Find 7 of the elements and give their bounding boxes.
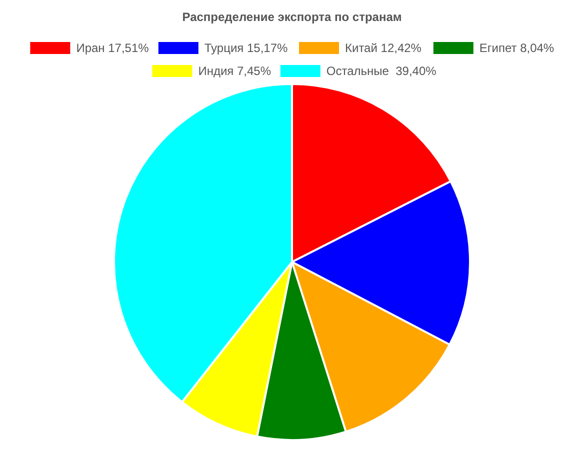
legend-label: Египет 8,04% (479, 41, 554, 55)
legend-label: Турция 15,17% (204, 41, 288, 55)
legend-label: Китай 12,42% (345, 41, 422, 55)
chart-title: Распределение экспорта по странам (182, 10, 402, 24)
legend-label: Остальные 39,40% (326, 64, 437, 78)
legend-label: Индия 7,45% (198, 64, 272, 78)
legend-label: Иран 17,51% (76, 41, 150, 55)
